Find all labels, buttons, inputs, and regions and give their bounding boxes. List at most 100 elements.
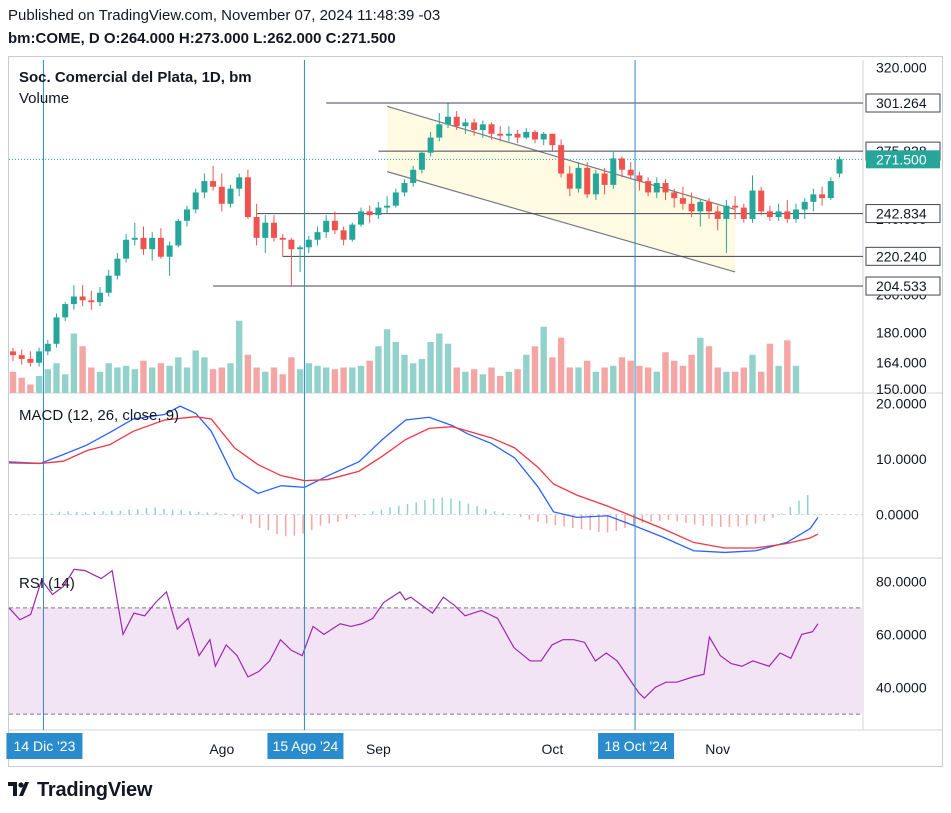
volume-bar <box>18 377 25 393</box>
candle-body <box>70 296 77 305</box>
candle-body <box>819 194 826 199</box>
volume-bar <box>540 326 547 393</box>
volume-bar <box>418 359 426 393</box>
volume-bar <box>192 350 199 393</box>
rsi-tick-label: 60.0000 <box>876 626 927 642</box>
volume-bar <box>505 371 513 393</box>
volume-bar <box>88 367 95 393</box>
time-tick-label: Sep <box>366 741 391 757</box>
candle-body <box>445 116 451 125</box>
volume-bar <box>566 367 573 393</box>
candle-body <box>679 198 686 204</box>
candle-body <box>505 133 512 136</box>
candle-body <box>340 230 347 240</box>
candle-body <box>723 205 730 219</box>
candle-body <box>471 122 478 131</box>
volume-bar <box>9 371 17 393</box>
volume-bar <box>183 367 191 393</box>
candle-body <box>331 220 338 231</box>
rsi-line <box>8 568 819 699</box>
candle-body <box>184 209 190 221</box>
candle-body <box>358 211 364 225</box>
volume-bar <box>175 357 182 393</box>
candle-body <box>766 211 773 218</box>
candle-body <box>662 182 669 193</box>
volume-bar <box>70 333 78 393</box>
signal-line <box>8 416 819 549</box>
volume-bar <box>227 363 234 393</box>
candle-body <box>384 205 391 208</box>
volume-bar <box>497 376 504 393</box>
candle-body <box>236 177 243 189</box>
candle-body <box>305 239 312 248</box>
price-tick-label: 150.000 <box>876 381 927 397</box>
volume-bar <box>366 360 373 393</box>
level-label: 204.533 <box>876 278 927 294</box>
macd-tick-label: 0.0000 <box>876 507 919 523</box>
candle-body <box>227 188 234 204</box>
volume-bar <box>288 357 295 393</box>
candle-body <box>323 220 330 233</box>
volume-bar <box>636 365 643 393</box>
candle-body <box>427 137 434 153</box>
rsi-tick-label: 40.0000 <box>876 680 927 696</box>
candle-body <box>166 245 173 257</box>
price-tick-label: 320.000 <box>876 60 927 76</box>
volume-bar <box>653 371 660 393</box>
volume-bar <box>349 367 356 393</box>
volume-bar <box>679 365 687 393</box>
candle-body <box>627 169 634 176</box>
candle-body <box>653 182 660 193</box>
candle-body <box>366 211 373 216</box>
candle-body <box>401 182 408 193</box>
candle-body <box>558 145 565 174</box>
volume-bar <box>479 374 486 393</box>
level-label-box <box>865 246 941 266</box>
volume-bar <box>279 374 286 393</box>
candle-body <box>218 186 225 204</box>
candle-body <box>79 296 86 301</box>
tradingview-logo-icon <box>8 782 29 796</box>
candle-body <box>479 124 486 131</box>
volume-bar <box>784 340 791 393</box>
volume-bar <box>592 371 600 393</box>
candle-body <box>10 351 16 356</box>
volume-bar <box>584 360 591 393</box>
volume-bar <box>201 357 208 393</box>
volume-bar <box>697 337 704 393</box>
candle-body <box>758 190 765 212</box>
level-label-box <box>865 93 941 113</box>
candle-body <box>749 190 756 219</box>
volume-bar <box>262 371 269 393</box>
candle-body <box>210 181 217 187</box>
volume-bar <box>775 365 782 393</box>
candle-body <box>192 192 199 210</box>
volume-bar <box>549 357 556 393</box>
volume-bar <box>96 371 104 393</box>
time-tick-label: Oct <box>542 741 564 757</box>
candle-body <box>549 133 556 146</box>
volume-bar <box>427 342 434 393</box>
cursor-date-label: 15 Ago '24 <box>273 738 339 754</box>
rsi-band <box>9 607 863 715</box>
tradingview-logo-text: TradingView <box>37 779 153 801</box>
candle-body <box>244 177 251 218</box>
volume-bar <box>740 367 747 393</box>
candle-body <box>575 167 582 189</box>
volume-bar <box>453 367 460 393</box>
volume-bar <box>253 367 260 393</box>
volume-bar <box>601 367 608 393</box>
candle-body <box>157 237 164 257</box>
volume-bar <box>323 367 330 393</box>
candle-body <box>793 209 799 219</box>
candle-body <box>18 355 25 359</box>
candle-body <box>418 152 425 170</box>
candle-body <box>123 239 130 259</box>
volume-bar <box>357 365 365 393</box>
candle-body <box>801 201 808 210</box>
candle-body <box>271 222 277 238</box>
volume-bar <box>470 369 478 393</box>
volume-bar <box>331 369 339 393</box>
volume-bar <box>662 352 669 393</box>
